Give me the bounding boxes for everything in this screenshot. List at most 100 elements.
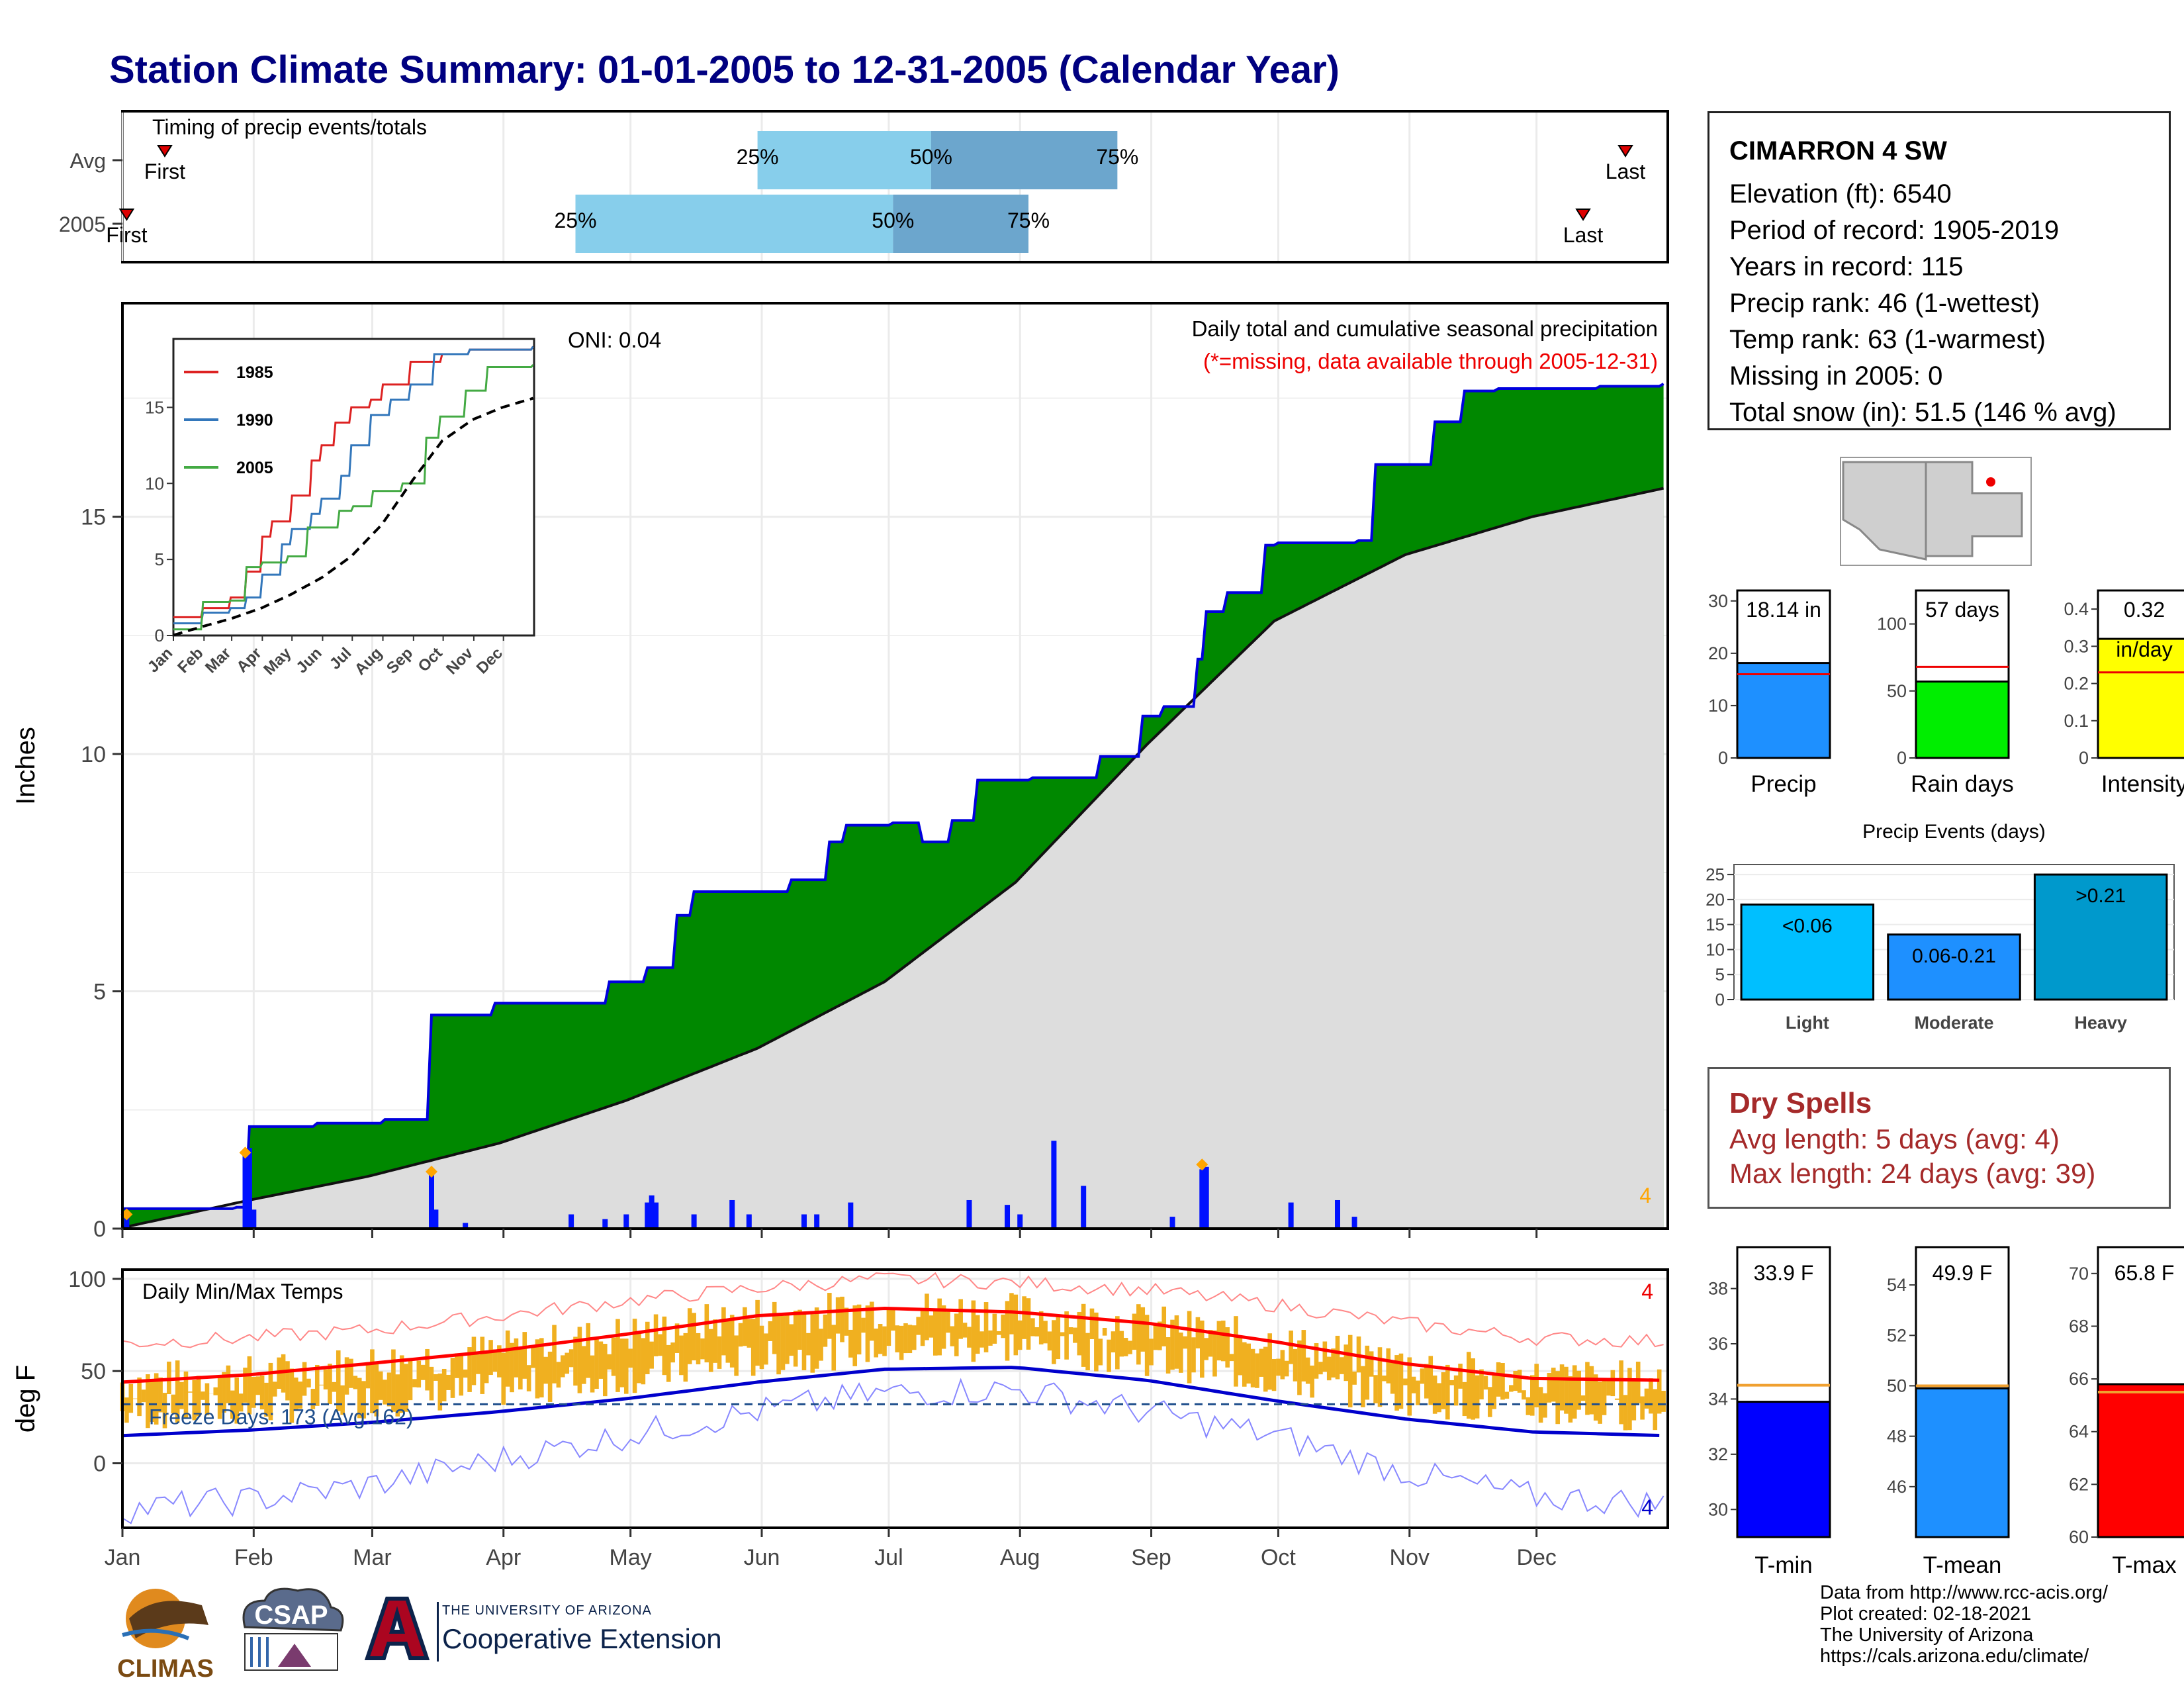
temp-daily-bar	[1500, 1363, 1505, 1400]
temp-xtick-label: Mar	[353, 1545, 392, 1570]
temp-daily-bar	[1026, 1298, 1031, 1350]
daily-precip-bar	[569, 1214, 574, 1229]
temp-daily-bar	[175, 1360, 180, 1423]
temp-daily-bar	[1522, 1390, 1526, 1400]
temp-daily-bar	[1022, 1296, 1026, 1339]
timing-chart: Timing of precip events/totals 25% 50% 75% F…	[59, 110, 1669, 263]
temp-daily-bar	[196, 1376, 201, 1417]
tgauge-tick-label: 48	[1887, 1427, 1907, 1446]
temp-daily-bar	[1158, 1321, 1162, 1350]
daily-precip-bar	[1051, 1141, 1057, 1229]
temp-daily-bar	[501, 1352, 506, 1405]
cum-title: Daily total and cumulative seasonal prec…	[1192, 316, 1658, 341]
temp-daily-bar	[590, 1355, 595, 1393]
temp-daily-bar	[598, 1341, 604, 1379]
temp-daily-bar	[450, 1358, 455, 1398]
temp-daily-bar	[463, 1369, 468, 1378]
temp-daily-bar	[573, 1336, 578, 1386]
daily-precip-bar	[1335, 1199, 1341, 1229]
gauge-tick-label: 10	[1708, 696, 1728, 716]
temp-daily-bar	[1373, 1375, 1378, 1403]
temp-daily-bar	[1551, 1368, 1556, 1402]
temp-daily-bar	[1467, 1352, 1471, 1419]
events-bar	[1740, 903, 1875, 1001]
temp-daily-bar	[870, 1301, 874, 1341]
temp-daily-bar	[1280, 1350, 1285, 1380]
station-snow: Total snow (in): 51.5 (146 % avg)	[1729, 398, 2116, 427]
temp-daily-bar	[577, 1327, 582, 1393]
temp-daily-bar	[1644, 1388, 1649, 1409]
daily-precip-bar	[653, 1202, 659, 1229]
gauge-label: Rain days	[1911, 771, 2014, 797]
temp-daily-bar	[1318, 1362, 1323, 1375]
temp-daily-bar	[1179, 1333, 1183, 1373]
temp-daily-bar	[674, 1323, 680, 1353]
daily-precip-bar	[814, 1214, 820, 1229]
temp-xtick-label: Jan	[105, 1545, 141, 1570]
temp-daily-bar	[1144, 1315, 1150, 1376]
temp-daily-bar	[810, 1314, 815, 1373]
cum-ytick-label: 10	[81, 742, 106, 767]
temp-daily-bar	[819, 1329, 823, 1361]
cum-corner-label: 4	[1639, 1184, 1651, 1207]
station-info-box: CIMARRON 4 SW Elevation (ft): 6540 Perio…	[1707, 111, 2171, 430]
temp-daily-bar	[416, 1360, 422, 1388]
temp-daily-bar	[1085, 1333, 1090, 1371]
temp-daily-bar	[1635, 1362, 1641, 1403]
temp-daily-bar	[234, 1377, 240, 1424]
daily-temps-chart: Freeze Days: 173 (Avg:162) 0 50 100 Jan Feb Ma…	[11, 1267, 1669, 1570]
temp-daily-bar	[323, 1369, 328, 1390]
temp-daily-bar	[471, 1336, 477, 1385]
temp-daily-bar	[619, 1338, 625, 1387]
temp-daily-bar	[328, 1364, 332, 1405]
temp-daily-bar	[1170, 1319, 1175, 1370]
temp-daily-bar	[1107, 1339, 1111, 1372]
temp-daily-bar	[522, 1332, 527, 1379]
tgauge-tick-label: 60	[2069, 1527, 2089, 1547]
tgauge-value: 49.9 F	[1933, 1261, 1993, 1285]
temp-daily-bar	[1068, 1327, 1073, 1335]
timing-label-50: 50%	[872, 209, 914, 232]
temp-daily-bar	[1525, 1397, 1531, 1415]
timing-label-25: 25%	[737, 145, 779, 169]
temp-frame	[121, 1268, 1669, 1529]
temp-daily-bar	[865, 1305, 870, 1362]
climas-logo: CLIMAS	[117, 1589, 214, 1683]
temp-daily-bar	[1475, 1375, 1480, 1419]
temp-daily-bar	[1449, 1380, 1455, 1385]
temp-daily-bar	[441, 1368, 447, 1401]
temp-daily-bar	[158, 1377, 163, 1413]
temp-daily-bar	[831, 1325, 837, 1371]
cum-ytick-label: 15	[81, 505, 106, 530]
temp-daily-bar	[217, 1378, 222, 1419]
events-tick-label: 10	[1706, 939, 1725, 959]
temp-daily-bar	[1123, 1338, 1128, 1356]
temp-daily-bar	[1653, 1389, 1658, 1430]
temp-daily-bar	[602, 1344, 608, 1397]
temp-daily-bar	[1098, 1338, 1103, 1366]
temp-daily-bar	[1174, 1315, 1179, 1369]
freeze-label: Freeze Days: 173 (Avg:162)	[149, 1405, 414, 1429]
temp-daily-bar	[776, 1313, 781, 1375]
temp-daily-bar	[1153, 1324, 1158, 1350]
ua-logo	[364, 1597, 430, 1660]
inset-legend-label: 1990	[236, 411, 273, 430]
temp-daily-bar	[874, 1329, 879, 1358]
temp-daily-bar	[399, 1355, 404, 1413]
temp-daily-bar	[374, 1363, 379, 1417]
temp-daily-bar	[510, 1342, 514, 1393]
temp-daily-bar	[1064, 1311, 1069, 1360]
temp-daily-bar	[1382, 1376, 1387, 1382]
tgauge-tick-label: 32	[1708, 1444, 1728, 1464]
temp-daily-bar	[408, 1360, 413, 1401]
temp-daily-bar	[298, 1382, 302, 1409]
daily-precip-bar	[649, 1195, 655, 1229]
temp-daily-bar	[628, 1348, 633, 1368]
temp-daily-bar	[1593, 1374, 1598, 1421]
temp-daily-bar	[772, 1301, 777, 1354]
temp-daily-bar	[247, 1356, 252, 1415]
gauge-tick-label: 0.2	[2064, 674, 2089, 694]
record-tmax-line	[122, 1272, 1664, 1348]
temp-daily-bar	[378, 1371, 383, 1400]
temp-daily-bar	[801, 1313, 807, 1371]
